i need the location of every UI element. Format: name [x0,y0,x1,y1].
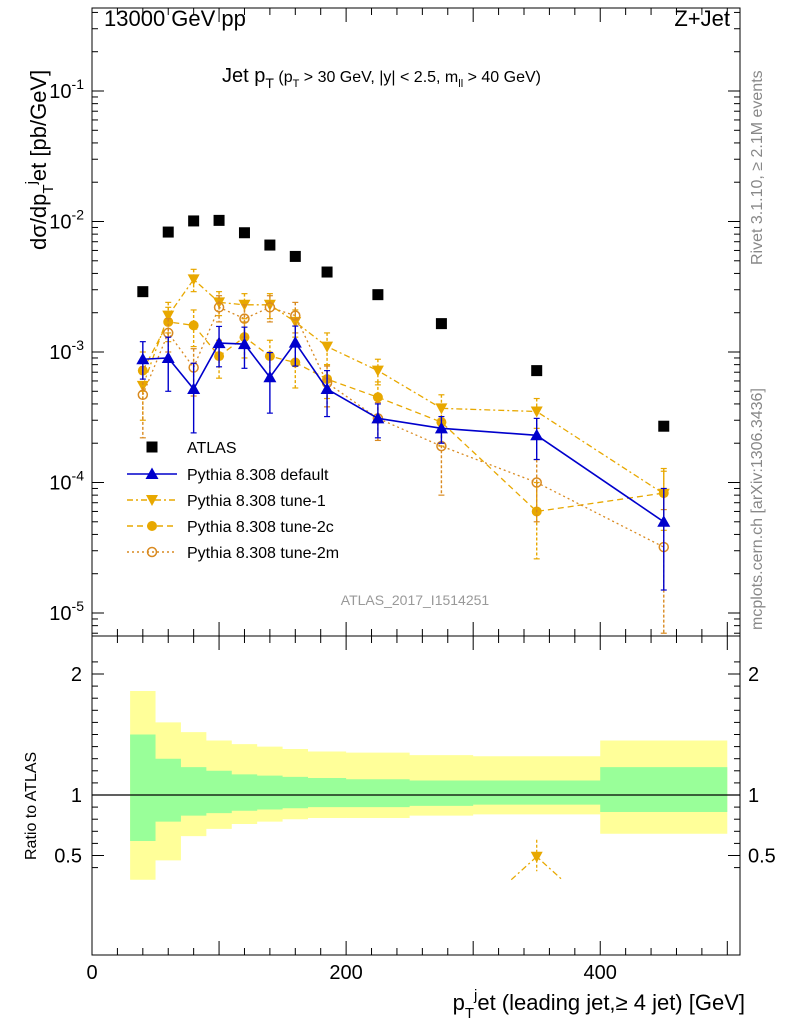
legend-marker [145,467,159,479]
legend-marker [146,546,158,558]
y-tick-label: 10-2 [49,207,84,234]
data-point-triangle-down [263,299,276,311]
data-point-triangle-down [136,380,149,392]
data-point-triangle-up [136,352,150,365]
data-point-circle [163,316,174,327]
series-line-triangle-up [142,341,665,523]
data-point-circle-open [290,310,301,321]
ratio-y-tick-label: 0.5 [748,846,776,868]
data-point-triangle-down [187,274,200,286]
legend: ATLAS Pythia 8.308 default Pythia 8.308 tu… [127,440,339,562]
upper-plot-area: 10-5 10-4 10-3 10-2 10-1 ATLAS Pythia 8.308 de… [49,7,741,637]
legend-label: Pythia 8.308 tune-1 [187,493,326,510]
data-point-triangle-up [237,337,251,350]
y-tick-label: 10-1 [49,76,84,103]
data-point-circle [188,320,199,331]
legend-label: Pythia 8.308 default [187,467,329,484]
atlas-data-point [435,318,447,330]
legend-label: ATLAS [187,440,237,457]
lower-plot-area: 0 200 400 0.5 0.5 1 1 2 2 [54,635,776,984]
ratio-y-tick-label: 2 [748,664,759,686]
data-point-triangle-up [320,382,334,395]
atlas-data-point [213,214,225,226]
ratio-inner-band [130,734,728,841]
data-point-triangle-up [161,351,175,363]
legend-marker [146,441,158,453]
atlas-data-point [289,250,301,262]
mcplots-label: mcplots.cern.ch [arXiv:1306.3436] [749,388,766,630]
data-point-triangle-up [263,370,277,383]
data-point-triangle-down [371,365,384,377]
legend-marker [147,521,157,531]
ratio-y-tick-label: 0.5 [54,846,82,868]
y-tick-label: 10-4 [49,468,84,495]
data-point-triangle-up [657,515,671,527]
legend-label: Pythia 8.308 tune-2m [187,545,339,562]
x-tick-label: 0 [86,962,97,984]
data-point-triangle-down [162,310,175,322]
ratio-tune1-line [510,855,563,881]
series-line-triangle-down [142,278,665,495]
data-point-circle-open [213,302,225,313]
data-point-triangle-up [288,336,302,348]
atlas-data-point [188,215,200,227]
data-point-triangle-up [187,382,201,395]
lower-y-axis-title: Ratio to ATLAS [23,752,40,860]
upper-plot-title: Jet pT (pT > 30 GeV, |y| < 2.5, mll > 40… [222,65,541,91]
ratio-y-tick-label: 1 [748,785,759,807]
ratio-y-tick-label: 1 [71,785,82,807]
data-point-triangle-down [435,403,448,415]
y-tick-label: 10-5 [49,598,84,625]
data-point-triangle-down [321,341,334,353]
ratio-y-tick-label: 2 [71,664,82,686]
data-point-triangle-up [212,336,226,349]
atlas-data-point [531,365,543,377]
legend-label: Pythia 8.308 tune-2c [187,519,334,536]
series-line-circle-open [142,306,665,548]
data-point-circle-open [531,477,542,488]
upper-y-axis-title: dσ/dpTjet [pb/GeV] [23,70,57,250]
x-axis-title: pTjet (leading jet,≥ 4 jet) [GeV] [453,987,745,1022]
upper-frame [91,7,741,637]
atlas-data-point [264,239,276,251]
data-point-triangle-up [530,428,544,441]
legend-marker [146,495,158,506]
data-point-triangle-down [530,406,543,418]
rivet-label: Rivet 3.1.10, ≥ 2.1M events [749,70,766,265]
atlas-data-point [137,286,149,298]
data-point-circle-open [137,389,149,401]
ratio-tune1-point [530,851,543,863]
atlas-data-point [162,226,174,238]
atlas-data-point [372,289,384,301]
data-point-triangle-up [371,411,385,424]
data-point-circle-open [264,302,276,313]
data-point-circle [372,392,383,403]
y-tick-label: 10-3 [49,337,84,364]
x-tick-label: 400 [584,962,617,984]
atlas-data-point [321,266,333,278]
x-tick-label: 200 [329,962,362,984]
energy-label: 13000 GeV pp [104,6,246,31]
atlas-data-point [238,227,250,239]
data-point-circle-open [239,313,250,324]
analysis-watermark: ATLAS_2017_I1514251 [341,592,490,608]
atlas-data-point [658,420,670,432]
data-point-triangle-up [434,421,448,434]
